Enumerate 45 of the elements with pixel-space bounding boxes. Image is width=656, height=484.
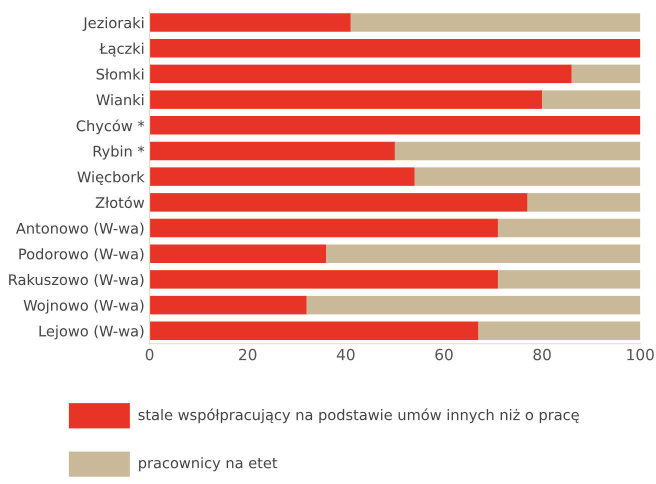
- bar: [150, 322, 478, 340]
- bar: [150, 142, 395, 160]
- bar: [150, 218, 498, 238]
- y-tick-label: Antonowo (W-wa): [16, 222, 144, 236]
- y-tick-label: Złotów: [96, 196, 144, 208]
- x-tick-label: 60: [435, 348, 453, 360]
- bar: [306, 296, 640, 314]
- bar: [150, 193, 528, 212]
- bar: [150, 90, 542, 109]
- bar: [150, 38, 640, 58]
- bar: [498, 218, 640, 238]
- y-tick-label: Łączki: [99, 42, 144, 57]
- y-tick-label: Wojnowo (W-wa): [24, 300, 144, 314]
- bar: [150, 244, 326, 263]
- bar: [414, 167, 640, 186]
- bar: [542, 90, 640, 109]
- bar: [572, 64, 640, 84]
- bar: [150, 116, 640, 135]
- x-tick-label: 40: [336, 348, 355, 360]
- y-tick-label: Więcbork: [77, 171, 145, 186]
- y-tick-label: Podorowo (W-wa): [19, 248, 144, 262]
- bar: [150, 64, 572, 84]
- bar: [350, 13, 640, 32]
- bar: [527, 193, 640, 212]
- y-tick-label: Rybin *: [94, 145, 144, 160]
- legend-label: pracownicy na etet: [139, 457, 278, 472]
- y-tick-label: Wianki: [96, 94, 144, 106]
- bar: [150, 296, 307, 314]
- y-tick-label: Rakuszowo (W-wa): [9, 274, 144, 287]
- bar: [478, 322, 640, 340]
- bar: [150, 270, 498, 289]
- bar: [150, 13, 351, 32]
- x-tick-label: 100: [627, 348, 654, 360]
- bar: [326, 244, 640, 263]
- x-tick-label: 20: [239, 348, 256, 360]
- x-tick-label: 0: [146, 348, 154, 360]
- y-tick-label: Jezioraki: [82, 16, 144, 31]
- legend-label: stale współpracujący na podstawie umów innych niż o pracę: [138, 408, 579, 424]
- x-tick-label: 80: [533, 348, 551, 360]
- bar: [150, 167, 415, 186]
- y-tick-label: Słomki: [96, 68, 144, 80]
- bar: [498, 270, 640, 289]
- y-tick-label: Lejowo (W-wa): [39, 325, 144, 340]
- y-tick-label: Chyców *: [76, 119, 144, 134]
- bar: [394, 142, 640, 160]
